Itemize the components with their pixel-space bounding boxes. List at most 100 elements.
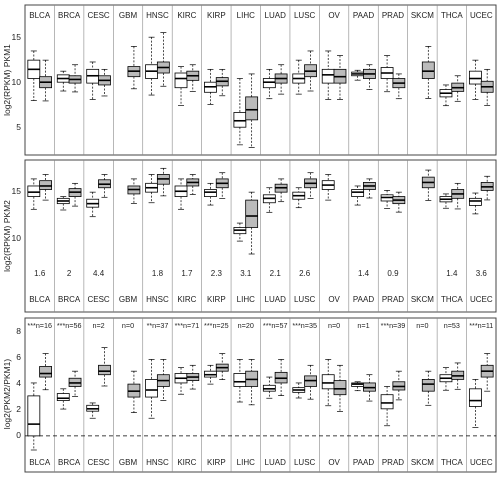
panel-ratio-ylabel: log2(PKM2/PKM1) bbox=[2, 359, 12, 430]
pkm1-tumor-box bbox=[468, 70, 482, 85]
ratio-sample-count-label: n=1 bbox=[357, 321, 369, 330]
ratio-category-label: KIRP bbox=[207, 458, 226, 467]
pkm2-category-label: UCEC bbox=[470, 295, 493, 304]
panel-ratio-plot: BLCA BRCA CESC GBM HNSC KIRC KIRP LIHC LUAD LUSC O… bbox=[25, 318, 496, 472]
panel-ratio-yticks: 0 2 4 6 8 bbox=[16, 326, 21, 440]
ratio-sample-count-label: n=2 bbox=[92, 321, 104, 330]
ratio-ytick-6: 6 bbox=[16, 352, 21, 362]
pkm1-tumor-box bbox=[321, 68, 335, 84]
pkm2-fold-change-label: 1.4 bbox=[358, 269, 370, 278]
ratio-tumor-box bbox=[27, 395, 41, 437]
pkm1-tumor-box bbox=[262, 78, 276, 89]
ratio-category-label: KIRC bbox=[177, 458, 196, 467]
pkm1-ytick-15: 15 bbox=[12, 32, 22, 42]
pkm2-category-label: PAAD bbox=[353, 295, 374, 304]
ratio-normal-box bbox=[39, 366, 53, 378]
pkm1-tumor-box bbox=[174, 72, 188, 89]
pkm2-category-label: THCA bbox=[441, 295, 463, 304]
panel-pkm1-plot: BLCA BRCA CESC GBM HNSC KIRC KIRP LIHC LUAD LUSC O… bbox=[27, 5, 494, 155]
ratio-ytick-2: 2 bbox=[16, 404, 21, 414]
pkm1-category-label: PRAD bbox=[382, 11, 404, 20]
pkm2-fold-change-label: 1.6 bbox=[34, 269, 46, 278]
pkm2-tumor-box bbox=[27, 185, 41, 197]
pkm1-category-label: BLCA bbox=[29, 11, 51, 20]
pkm2-fold-change-label: 3.6 bbox=[476, 269, 488, 278]
pkm2-fold-change-label: 2.3 bbox=[211, 269, 223, 278]
pkm1-category-label: BRCA bbox=[58, 11, 81, 20]
pkm1-category-label: LUAD bbox=[265, 11, 287, 20]
ratio-sample-count-label: ***n=25 bbox=[204, 321, 229, 330]
ratio-sample-count-label: n=0 bbox=[416, 321, 428, 330]
pkm1-ytick-5: 5 bbox=[16, 122, 21, 132]
panel-pkm2-yticks: 10 15 bbox=[12, 186, 22, 243]
ratio-category-label: SKCM bbox=[411, 458, 434, 467]
ratio-tumor-box bbox=[145, 379, 158, 398]
pkm2-fold-change-label: 2 bbox=[67, 269, 72, 278]
ratio-tumor-box bbox=[468, 388, 482, 407]
ratio-sample-count-label: n=20 bbox=[238, 321, 254, 330]
ratio-category-label: LUSC bbox=[294, 458, 316, 467]
panel-pkm2-plot: BLCA BRCA CESC GBM HNSC KIRC KIRP LIHC LUAD LUSC O… bbox=[27, 160, 494, 312]
pkm2-category-label: BLCA bbox=[29, 295, 51, 304]
pkm2-category-label: BRCA bbox=[58, 295, 81, 304]
pkm2-fold-change-label: 4.4 bbox=[93, 269, 105, 278]
pkm1-category-label: THCA bbox=[441, 11, 463, 20]
pkm2-normal-box bbox=[39, 180, 53, 190]
pkm2-tumor-box bbox=[468, 197, 482, 206]
ratio-ytick-0: 0 bbox=[16, 430, 21, 440]
ratio-category-label: LIHC bbox=[237, 458, 255, 467]
panel-pkm1-ylabel: log2(RPKM) PKM1 bbox=[2, 44, 12, 116]
pkm1-category-label: CESC bbox=[87, 11, 109, 20]
pkm2-category-label: CESC bbox=[87, 295, 109, 304]
ratio-sample-count-label: ***n=71 bbox=[175, 321, 200, 330]
ratio-sample-count-label: ***n=16 bbox=[27, 321, 52, 330]
pkm2-fold-change-label: 0.9 bbox=[387, 269, 399, 278]
pkm2-normal-box bbox=[245, 199, 259, 228]
pkm2-fold-change-label: 2.6 bbox=[299, 269, 311, 278]
pkm2-category-label: LIHC bbox=[237, 295, 255, 304]
ratio-ytick-4: 4 bbox=[16, 378, 21, 388]
pkm1-category-label: KIRP bbox=[207, 11, 226, 20]
pkm1-category-label: PAAD bbox=[353, 11, 374, 20]
ratio-normal-box bbox=[333, 380, 347, 396]
pkm2-category-label: GBM bbox=[119, 295, 138, 304]
pkm1-category-label: KIRC bbox=[177, 11, 196, 20]
pkm2-ytick-10: 10 bbox=[12, 233, 22, 243]
ratio-category-label: UCEC bbox=[470, 458, 493, 467]
panel-pkm1: log2(RPKM) PKM1 5 10 15 BLCA BRCA CESC GBM H… bbox=[2, 4, 497, 156]
pkm2-category-label: SKCM bbox=[411, 295, 434, 304]
pkm2-tumor-box bbox=[351, 189, 365, 197]
ratio-tumor-box bbox=[233, 373, 247, 387]
ratio-category-label: BRCA bbox=[58, 458, 81, 467]
pkm2-category-label: LUSC bbox=[294, 295, 316, 304]
pkm2-fold-change-label: 2.1 bbox=[270, 269, 282, 278]
ratio-category-label: GBM bbox=[119, 458, 138, 467]
pkm1-category-label: UCEC bbox=[470, 11, 493, 20]
panel-ratio: log2(PKM2/PKM1) 0 2 4 6 8 BLCA BRCA CESC GB… bbox=[2, 317, 497, 473]
pkm2-fold-change-label: 1.7 bbox=[181, 269, 193, 278]
panel-pkm2-ylabel: log2(RPKM) PKM2 bbox=[2, 200, 12, 272]
pkm2-category-label: LUAD bbox=[265, 295, 287, 304]
pkm2-category-label: HNSC bbox=[146, 295, 169, 304]
pkm2-tumor-box bbox=[204, 189, 217, 197]
pkm1-category-label: GBM bbox=[119, 11, 138, 20]
ratio-tumor-box bbox=[321, 374, 335, 390]
pkm2-fold-change-label: 1.8 bbox=[152, 269, 164, 278]
pkm2-category-label: PRAD bbox=[382, 295, 404, 304]
ratio-category-label: PRAD bbox=[382, 458, 404, 467]
ratio-category-label: OV bbox=[328, 458, 340, 467]
ratio-category-label: HNSC bbox=[146, 458, 169, 467]
ratio-sample-count-label: **n=37 bbox=[147, 321, 169, 330]
ratio-tumor-box bbox=[56, 393, 70, 401]
ratio-sample-count-label: ***n=11 bbox=[469, 321, 493, 330]
pkm2-category-label: OV bbox=[328, 295, 340, 304]
pkm1-category-label: LUSC bbox=[294, 11, 316, 20]
pkm1-category-label: LIHC bbox=[237, 11, 255, 20]
pkm1-normal-box bbox=[421, 61, 435, 79]
ratio-sample-count-label: n=0 bbox=[328, 321, 340, 330]
ratio-sample-count-label: ***n=39 bbox=[381, 321, 406, 330]
panel-pkm2: log2(RPKM) PKM2 10 15 BLCA BRCA CESC GBM HNS… bbox=[2, 159, 497, 313]
ratio-sample-count-label: ***n=35 bbox=[292, 321, 317, 330]
ratio-category-label: CESC bbox=[87, 458, 109, 467]
